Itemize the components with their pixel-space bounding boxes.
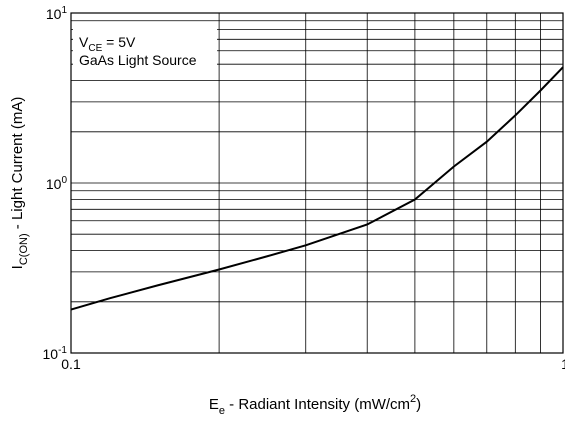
y-tick-label: 101 [46,5,68,22]
x-tick-label: 1 [561,356,565,372]
plot-frame [70,12,564,354]
annotation-box: VCE = 5V GaAs Light Source [73,26,217,68]
annotation-line2: GaAs Light Source [79,52,197,68]
y-axis-label: IC(ON) - Light Current (mA) [9,97,30,270]
y-tick-label: 10-1 [43,345,68,362]
y-tick-label: 100 [46,175,68,192]
series-line [70,66,564,311]
annotation-background [73,26,217,68]
x-axis-label: Ee - Radiant Intensity (mW/cm2) [209,393,421,417]
grid [71,13,563,353]
x-tick-label: 0.1 [61,356,81,372]
tick-labels: 0.1 1 10-1 100 101 [43,5,565,372]
annotation-line1: VCE = 5V [79,34,136,54]
